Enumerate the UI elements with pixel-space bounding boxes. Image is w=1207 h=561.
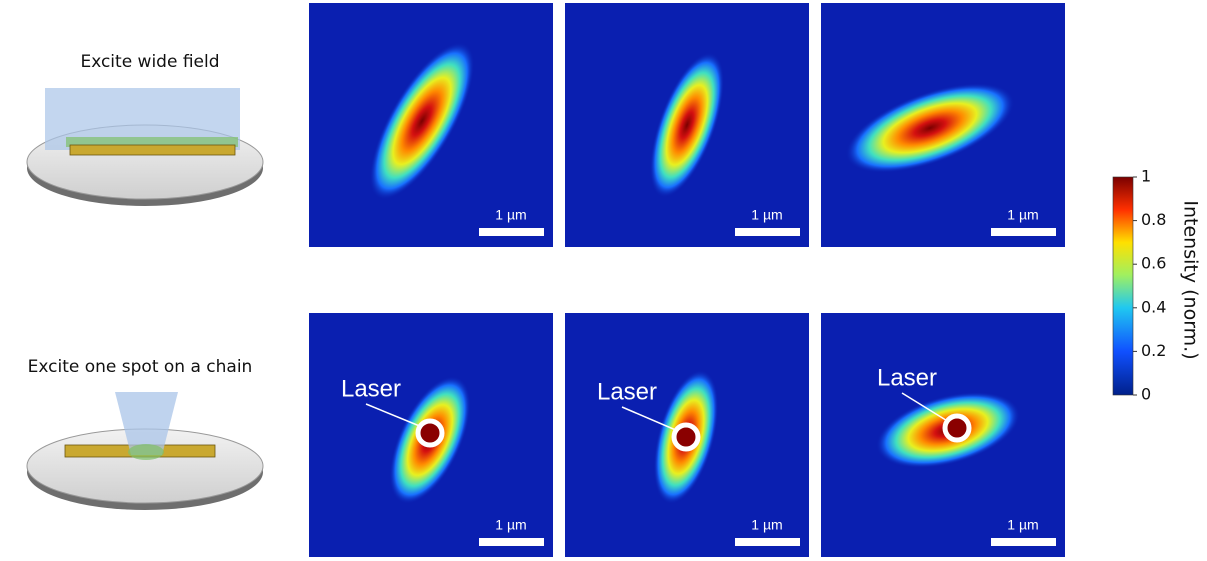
colorbar-tick-label: 0.4 [1141, 297, 1166, 316]
intensity-blob [649, 52, 725, 198]
image-panel: 1 µm Laser [821, 313, 1065, 557]
beam [45, 88, 240, 150]
laser-spot [942, 413, 972, 443]
row-label: Excite one spot on a chain [28, 357, 253, 377]
pointer-line [621, 406, 679, 432]
beam [115, 392, 178, 455]
colorbar-label: Intensity (norm.) [1180, 200, 1202, 359]
colorbar-tick-label: 0.2 [1141, 341, 1166, 360]
colorbar-tick-label: 0.6 [1141, 254, 1166, 273]
laser-label: Laser [597, 378, 657, 405]
intensity-blob [369, 42, 475, 200]
image-panel: 1 µm [309, 3, 553, 247]
image-panel: 1 µm [821, 3, 1065, 247]
laser-spot [415, 418, 445, 448]
scale-bar-label: 1 µm [495, 207, 526, 223]
scale-bar [991, 538, 1056, 546]
laser-spot [671, 422, 701, 452]
row-label: Excite wide field [80, 52, 219, 72]
colorbar-tick-label: 0.8 [1141, 210, 1166, 229]
laser-label: Laser [341, 375, 401, 402]
scale-bar [735, 228, 800, 236]
laser-label: Laser [877, 364, 937, 391]
scale-bar [991, 228, 1056, 236]
scale-bar-label: 1 µm [495, 517, 526, 533]
pointer-line [365, 403, 423, 428]
intensity-blob [845, 83, 1015, 173]
colorbar-tick-label: 1 [1141, 167, 1151, 186]
scale-bar-label: 1 µm [751, 207, 782, 223]
chain [69, 144, 236, 156]
image-panel: 1 µm Laser [309, 313, 553, 557]
image-panel: 1 µm [565, 3, 809, 247]
glow [66, 137, 238, 147]
scale-bar-label: 1 µm [1007, 207, 1038, 223]
colorbar-tick-label: 0 [1141, 385, 1151, 404]
glow [128, 444, 164, 460]
pointer-line [901, 392, 950, 423]
scale-bar [479, 228, 544, 236]
scale-bar [479, 538, 544, 546]
scale-bar-label: 1 µm [1007, 517, 1038, 533]
colorbar [1112, 176, 1134, 396]
scale-bar [735, 538, 800, 546]
image-panel: 1 µm Laser [565, 313, 809, 557]
scale-bar-label: 1 µm [751, 517, 782, 533]
